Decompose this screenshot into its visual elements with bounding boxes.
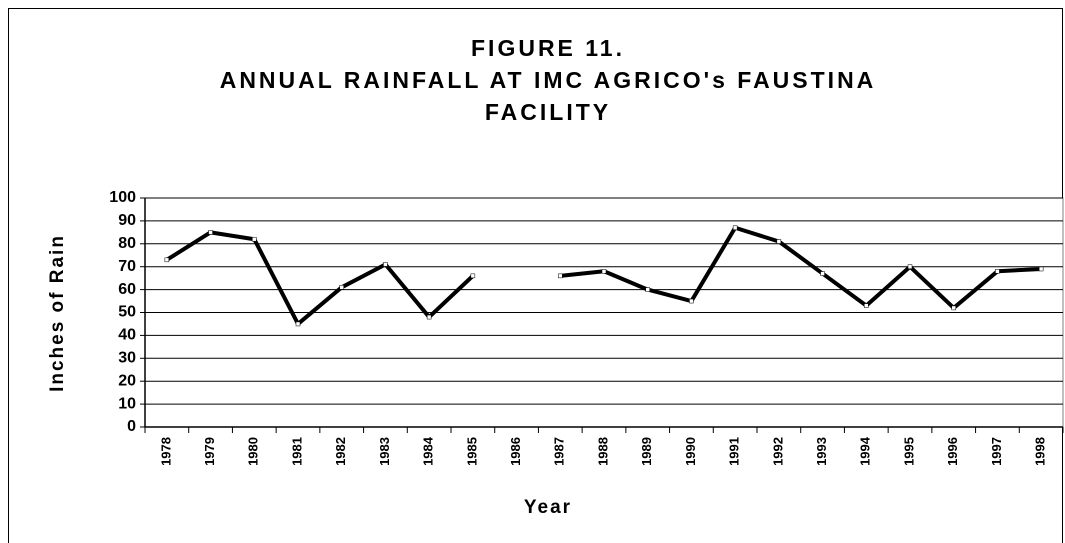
y-tick-label: 20 xyxy=(118,372,136,389)
chart-title: ANNUAL RAINFALL AT IMC AGRICO's FAUSTINA xyxy=(220,67,877,93)
x-tick-label: 1991 xyxy=(727,437,742,466)
chart-title: FIGURE 11. xyxy=(471,35,625,61)
x-tick-label: 1992 xyxy=(770,437,785,466)
x-tick-label: 1988 xyxy=(595,437,610,466)
x-tick-label: 1982 xyxy=(333,437,348,466)
x-tick-label: 1994 xyxy=(858,436,873,466)
data-point xyxy=(295,321,301,327)
x-tick-label: 1983 xyxy=(377,437,392,466)
data-point xyxy=(470,273,476,279)
data-point xyxy=(1038,266,1044,272)
data-point xyxy=(732,225,738,231)
data-point xyxy=(558,273,563,279)
data-point xyxy=(776,239,782,244)
y-tick-label: 30 xyxy=(118,350,136,367)
y-tick-label: 90 xyxy=(118,212,136,229)
data-point xyxy=(601,269,607,274)
x-tick-label: 1979 xyxy=(202,437,217,466)
data-point xyxy=(645,287,650,292)
x-tick-label: 1996 xyxy=(945,437,960,466)
x-tick-label: 1997 xyxy=(989,437,1004,466)
y-tick-label: 60 xyxy=(118,281,136,298)
y-axis-title: Inches of Rain xyxy=(47,234,68,392)
y-tick-label: 10 xyxy=(118,395,136,412)
x-tick-label: 1986 xyxy=(508,437,523,466)
data-line xyxy=(165,225,1042,326)
x-tick-label: 1980 xyxy=(246,437,261,466)
data-point xyxy=(864,303,869,308)
data-point xyxy=(820,271,825,276)
y-tick-label: 80 xyxy=(118,235,136,252)
x-tick-label: 1993 xyxy=(814,437,829,466)
x-axis-title: Year xyxy=(524,497,572,518)
data-point xyxy=(339,285,344,290)
x-tick-label: 1998 xyxy=(1033,437,1048,466)
y-tick-label: 0 xyxy=(127,418,136,435)
data-point xyxy=(951,305,956,311)
data-point xyxy=(252,236,257,242)
x-tick-label: 1978 xyxy=(158,437,173,466)
x-tick-label: 1995 xyxy=(901,437,916,466)
y-tick-label: 50 xyxy=(118,304,136,321)
y-tick-label: 100 xyxy=(109,189,136,206)
x-tick-label: 1984 xyxy=(421,436,436,466)
x-tick-label: 1989 xyxy=(639,437,654,466)
data-point xyxy=(907,264,913,269)
x-tick-label: 1981 xyxy=(289,437,304,466)
x-tick-label: 1990 xyxy=(683,437,698,466)
data-point xyxy=(426,314,432,320)
y-tick-label: 40 xyxy=(118,327,136,344)
data-point xyxy=(164,257,170,263)
x-tick-label: 1985 xyxy=(464,437,479,466)
data-point xyxy=(208,230,213,235)
y-tick-label: 70 xyxy=(118,258,136,275)
data-point xyxy=(383,262,388,267)
chart-title: FACILITY xyxy=(485,99,611,125)
data-point xyxy=(689,298,694,304)
data-point xyxy=(995,269,1000,274)
x-tick-label: 1987 xyxy=(552,437,567,466)
